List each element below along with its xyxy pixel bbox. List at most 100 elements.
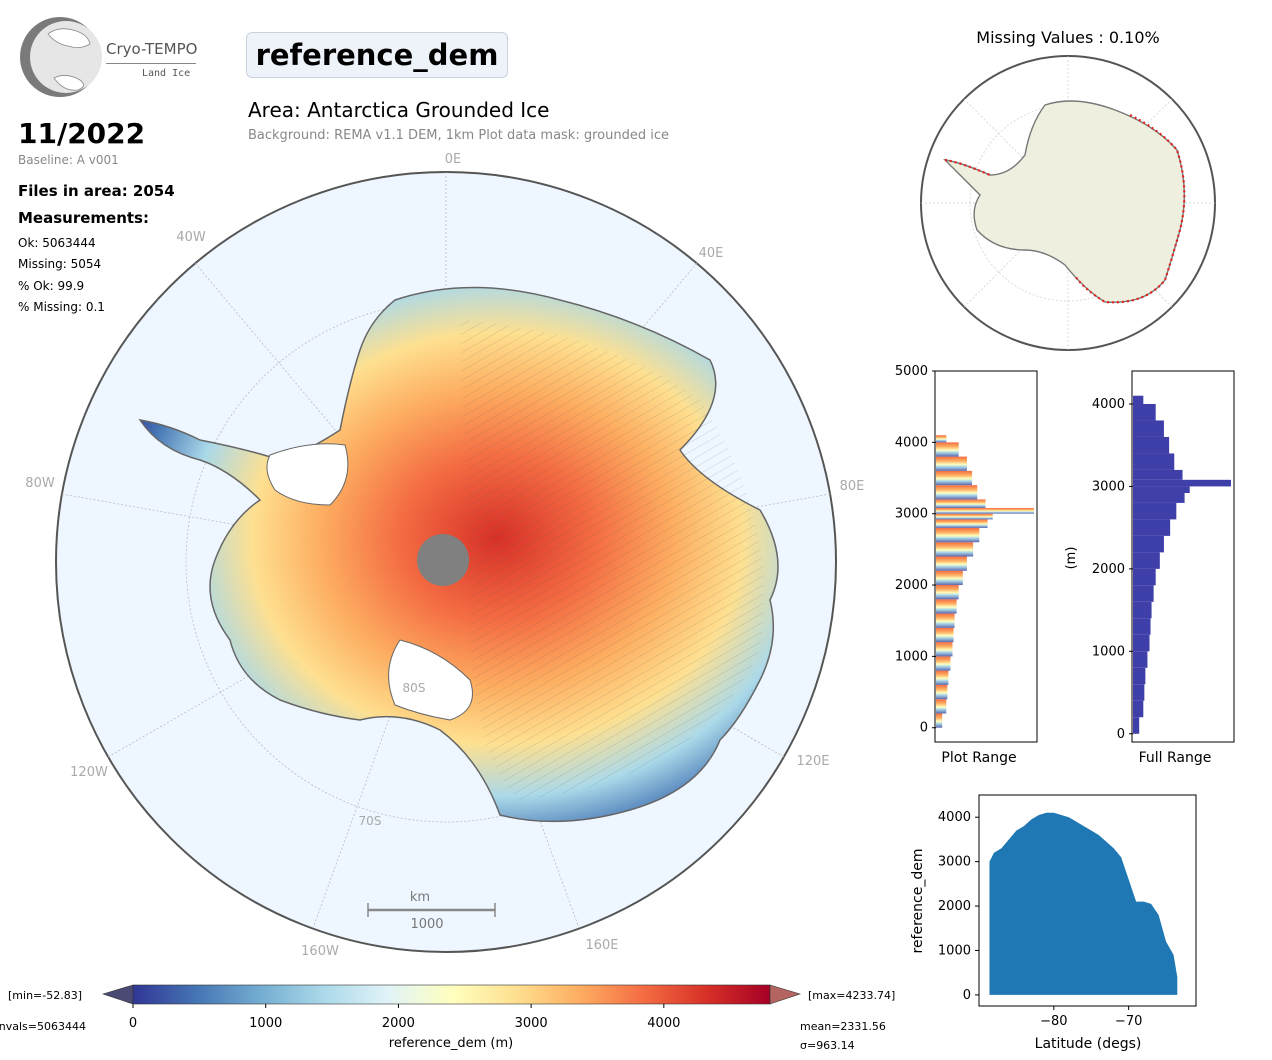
histogram-bar [936, 456, 967, 471]
histogram-bar [1133, 585, 1154, 602]
scatter-ytick-label: 1000 [938, 943, 971, 958]
area-title: Area: Antarctica Grounded Ice [248, 98, 550, 122]
parameter-title: reference_dem [246, 32, 508, 78]
scatter-xtick-label: −80 [1040, 1014, 1067, 1029]
histogram-tick-label: 0 [1117, 727, 1125, 742]
histogram-tick-label: 1000 [895, 649, 928, 664]
histogram-bar [936, 507, 1034, 514]
full-range-label: Full Range [1139, 750, 1212, 766]
stat-ok: Ok: 5063444 [18, 236, 96, 250]
antarctica-elevation-map: km 1000 0E 40E 80E 120E 160E 160W 120W 80W 40W 8… [25, 152, 864, 959]
histogram-bar [1133, 717, 1140, 734]
histogram-tick-label: 3000 [1092, 479, 1125, 494]
baseline-label: Baseline: A v001 [18, 153, 119, 167]
histogram-bar [1133, 395, 1144, 404]
histogram-bar [936, 570, 963, 586]
histogram-bar [1133, 535, 1164, 553]
ground-tracks [460, 320, 764, 800]
missing-map-title: Missing Values : 0.10% [976, 28, 1160, 47]
pole-hole [417, 534, 469, 586]
histogram-tick-label: 0 [920, 721, 928, 736]
histogram-bar [1133, 552, 1160, 569]
histogram-bar [936, 642, 953, 657]
histogram-bar [1133, 403, 1156, 421]
histogram-bar [936, 585, 959, 600]
colorbar-nvals-label: nvals=5063444 [0, 1020, 86, 1033]
histogram-bar [936, 470, 973, 486]
histogram-bar [1133, 684, 1145, 701]
histogram-bar [1133, 651, 1148, 668]
histogram-bar [1133, 568, 1156, 586]
scatter-xlabel: Latitude (degs) [1035, 1036, 1142, 1052]
histogram-bar [936, 499, 986, 508]
histogram-bar [936, 513, 993, 520]
scatter-points [989, 812, 1178, 995]
histogram-bar [936, 713, 943, 728]
colorbar-sigma-label: σ=963.14 [800, 1039, 855, 1052]
scatter-ytick-label: 3000 [938, 855, 971, 870]
colorbar-min-extend [102, 984, 134, 1005]
area-subtitle: Background: REMA v1.1 DEM, 1km Plot data… [248, 128, 669, 143]
scatter-xtick-label: −70 [1115, 1014, 1142, 1029]
histogram-tick-label: 3000 [895, 507, 928, 522]
files-in-area: Files in area: 2054 [18, 182, 175, 200]
colorbar-tick-label: 2000 [382, 1016, 415, 1031]
lat-label: 70S [359, 814, 382, 828]
histogram-bar [936, 599, 957, 614]
histogram-tick-label: 4000 [1092, 397, 1125, 412]
colorbar-tick-label: 0 [129, 1016, 137, 1031]
scatter-ytick-label: 4000 [938, 810, 971, 825]
histogram-bar [936, 435, 947, 443]
colorbar-gradient [132, 984, 771, 1005]
lon-label: 160E [585, 938, 618, 953]
histogram-bar [1133, 519, 1171, 536]
ice-shelf-ross [388, 639, 473, 721]
scatter-ytick-label: 0 [963, 988, 971, 1003]
plot-range-histogram: 0 1000 2000 3000 4000 5000 Plot Range [895, 364, 1038, 766]
histogram-bar [936, 656, 951, 671]
measurements-heading: Measurements: [18, 209, 149, 227]
ice-shelf-weddell [266, 443, 349, 506]
stat-pct-ok: % Ok: 99.9 [18, 279, 85, 293]
histogram-bar [1133, 436, 1170, 454]
lon-label: 40E [699, 246, 724, 261]
histogram-tick-label: 4000 [895, 435, 928, 450]
scale-bar-value: 1000 [410, 917, 443, 932]
lon-label: 160W [301, 944, 339, 959]
lat-label: 80S [403, 681, 426, 695]
colorbar-max-extend [769, 984, 801, 1005]
logo-divider [106, 63, 196, 64]
histogram-bar [1133, 601, 1152, 619]
histogram-bar [1133, 700, 1144, 718]
colorbar-tick-label: 1000 [249, 1016, 282, 1031]
lon-label: 120W [70, 765, 108, 780]
cryo-tempo-logo [20, 17, 102, 97]
histogram-bar [936, 684, 948, 700]
histogram-bar [1133, 493, 1185, 503]
colorbar-tick-label: 3000 [515, 1016, 548, 1031]
plot-range-label: Plot Range [941, 750, 1016, 766]
logo-text: Cryo-TEMPO [106, 40, 198, 58]
stat-missing: Missing: 5054 [18, 257, 102, 271]
lon-label: 40W [176, 230, 206, 245]
full-range-ylabel: (m) [1064, 547, 1079, 570]
histogram-bar [1133, 502, 1177, 520]
histogram-bar [1133, 486, 1190, 494]
histogram-bar [1133, 469, 1183, 480]
histogram-tick-label: 5000 [895, 364, 928, 379]
histogram-tick-label: 2000 [895, 578, 928, 593]
histogram-tick-label: 1000 [1092, 644, 1125, 659]
colorbar-axis-label: reference_dem (m) [389, 1036, 513, 1051]
lon-label: 120E [796, 754, 829, 769]
histogram-bar [936, 699, 947, 714]
scale-bar-unit: km [410, 890, 430, 905]
lon-label: 0E [445, 152, 462, 167]
histogram-bar [1133, 420, 1164, 437]
logo-subtext: Land Ice [142, 68, 191, 79]
colorbar-max-label: [max=4233.74] [808, 989, 895, 1002]
missing-values-map [920, 55, 1216, 351]
histogram-bar [936, 519, 988, 528]
colorbar-mean-label: mean=2331.56 [800, 1020, 886, 1033]
histogram-tick-label: 2000 [1092, 562, 1125, 577]
